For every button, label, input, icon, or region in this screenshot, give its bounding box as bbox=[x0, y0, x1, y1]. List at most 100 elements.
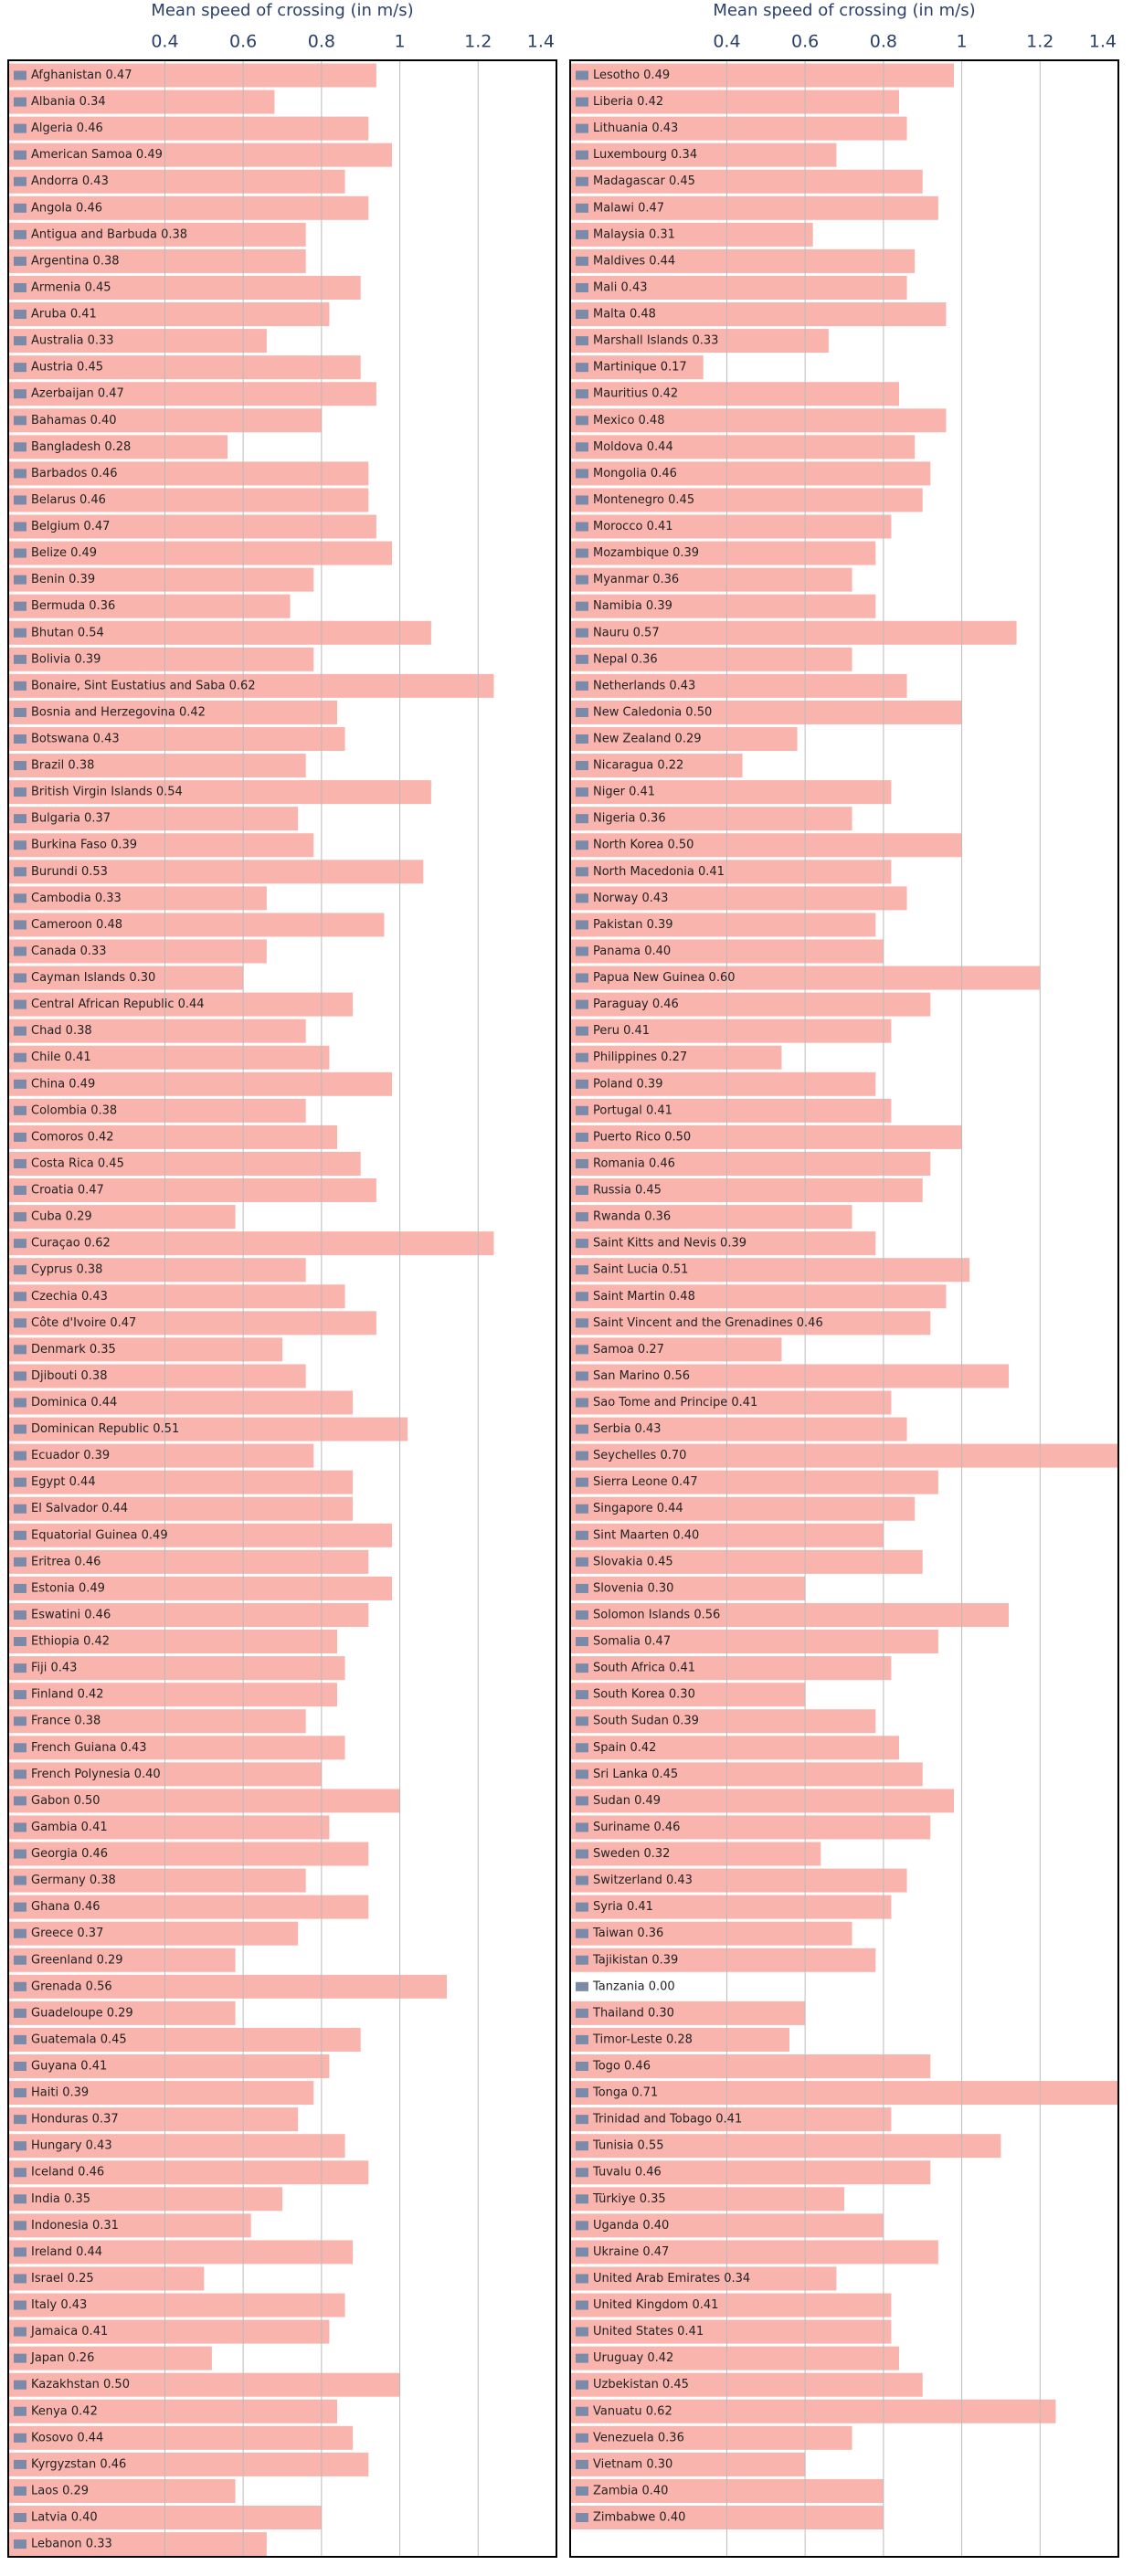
bar bbox=[570, 222, 813, 247]
bar bbox=[570, 514, 892, 539]
bar bbox=[570, 2081, 1118, 2106]
category-label: Finland 0.42 bbox=[31, 1688, 104, 1702]
category-label: Serbia 0.43 bbox=[593, 1422, 662, 1436]
bar bbox=[570, 116, 907, 141]
bar bbox=[570, 2001, 806, 2025]
category-label: Sao Tome and Principe 0.41 bbox=[593, 1396, 757, 1409]
flag bbox=[576, 1186, 588, 1196]
category-label: Chad 0.38 bbox=[31, 1024, 92, 1038]
category-label: Botswana 0.43 bbox=[31, 733, 120, 746]
category-label: Tuvalu 0.46 bbox=[592, 2166, 662, 2180]
flag bbox=[14, 787, 26, 797]
flag bbox=[14, 2433, 26, 2443]
bar bbox=[8, 1390, 354, 1415]
bar bbox=[8, 1842, 369, 1866]
category-label: Nicaragua 0.22 bbox=[593, 759, 683, 773]
category-label: Russia 0.45 bbox=[593, 1184, 662, 1198]
category-label: Cyprus 0.38 bbox=[31, 1263, 102, 1277]
category-label: Syria 0.41 bbox=[593, 1900, 653, 1914]
flag bbox=[14, 1796, 26, 1806]
flag bbox=[14, 1690, 26, 1700]
category-label: Türkiye 0.35 bbox=[592, 2192, 666, 2206]
category-label: Portugal 0.41 bbox=[593, 1103, 672, 1117]
bar bbox=[8, 1576, 392, 1600]
category-label: Nauru 0.57 bbox=[593, 626, 660, 639]
category-label: Eswatini 0.46 bbox=[31, 1608, 111, 1621]
bar bbox=[8, 2160, 369, 2185]
bar bbox=[8, 2001, 236, 2025]
category-label: Philippines 0.27 bbox=[593, 1050, 687, 1064]
bar bbox=[8, 1364, 306, 1388]
category-label: Fiji 0.43 bbox=[31, 1662, 77, 1675]
flag bbox=[14, 814, 26, 824]
category-label: Malaysia 0.31 bbox=[593, 227, 675, 241]
category-label: Bonaire, Sint Eustatius and Saba 0.62 bbox=[31, 679, 256, 692]
flag bbox=[14, 1822, 26, 1832]
flag bbox=[576, 628, 588, 638]
x-tick-label: 1.2 bbox=[464, 32, 492, 52]
bar bbox=[8, 700, 337, 724]
category-label: Singapore 0.44 bbox=[593, 1502, 683, 1515]
category-label: Norway 0.43 bbox=[593, 892, 668, 905]
flag bbox=[14, 1716, 26, 1726]
bar bbox=[570, 2399, 1056, 2423]
category-label: Côte d'Ivoire 0.47 bbox=[31, 1316, 136, 1330]
category-label: Mozambique 0.39 bbox=[593, 546, 699, 560]
category-label: Eritrea 0.46 bbox=[31, 1555, 101, 1568]
bar bbox=[570, 461, 931, 486]
bar bbox=[570, 541, 876, 565]
x-tick-label: 0.4 bbox=[713, 32, 740, 52]
category-label: Argentina 0.38 bbox=[31, 254, 120, 268]
flag bbox=[14, 707, 26, 717]
category-label: Slovakia 0.45 bbox=[593, 1555, 673, 1568]
flag bbox=[576, 2034, 588, 2044]
category-label: Antigua and Barbuda 0.38 bbox=[31, 227, 187, 241]
flag bbox=[14, 229, 26, 239]
flag bbox=[14, 2168, 26, 2178]
category-label: Greece 0.37 bbox=[31, 1927, 103, 1940]
flag bbox=[576, 2141, 588, 2151]
bar bbox=[570, 1098, 892, 1123]
bar bbox=[8, 2372, 400, 2397]
bar bbox=[8, 966, 244, 990]
flag bbox=[576, 761, 588, 771]
bar bbox=[570, 2187, 844, 2212]
flag bbox=[576, 575, 588, 585]
category-label: Ethiopia 0.42 bbox=[31, 1635, 110, 1649]
flag bbox=[576, 654, 588, 664]
bar bbox=[570, 1549, 923, 1574]
category-label: Greenland 0.29 bbox=[31, 1953, 123, 1967]
flag bbox=[576, 2513, 588, 2523]
flag bbox=[14, 2088, 26, 2098]
flag bbox=[576, 840, 588, 850]
category-label: Estonia 0.49 bbox=[31, 1581, 105, 1595]
category-label: Pakistan 0.39 bbox=[593, 918, 673, 932]
bar bbox=[8, 1895, 369, 1919]
category-label: Sweden 0.32 bbox=[593, 1847, 670, 1861]
flag bbox=[14, 2300, 26, 2310]
category-label: Central African Republic 0.44 bbox=[31, 998, 205, 1011]
flag bbox=[576, 229, 588, 239]
category-label: Burkina Faso 0.39 bbox=[31, 839, 137, 852]
category-label: Bulgaria 0.37 bbox=[31, 812, 111, 826]
bar bbox=[8, 1789, 400, 1813]
flag bbox=[14, 1583, 26, 1593]
bar bbox=[8, 2027, 361, 2052]
bar bbox=[570, 275, 907, 300]
bar bbox=[8, 1337, 282, 1362]
bar bbox=[8, 355, 361, 380]
category-label: Saint Kitts and Nevis 0.39 bbox=[593, 1237, 747, 1251]
flag bbox=[576, 363, 588, 373]
bar bbox=[8, 2081, 314, 2106]
panel: Mean speed of crossing (in m/s) 0.4 0.6 0.8… bbox=[569, 1, 1119, 2558]
category-label: American Samoa 0.49 bbox=[31, 148, 163, 162]
flag bbox=[576, 1557, 588, 1567]
bar bbox=[570, 63, 954, 88]
bar bbox=[570, 2293, 892, 2317]
bar bbox=[570, 2266, 837, 2291]
bar bbox=[570, 727, 798, 751]
flag bbox=[576, 1769, 588, 1779]
category-label: Solomon Islands 0.56 bbox=[593, 1608, 720, 1621]
flag bbox=[576, 1371, 588, 1381]
category-label: San Marino 0.56 bbox=[593, 1369, 690, 1383]
